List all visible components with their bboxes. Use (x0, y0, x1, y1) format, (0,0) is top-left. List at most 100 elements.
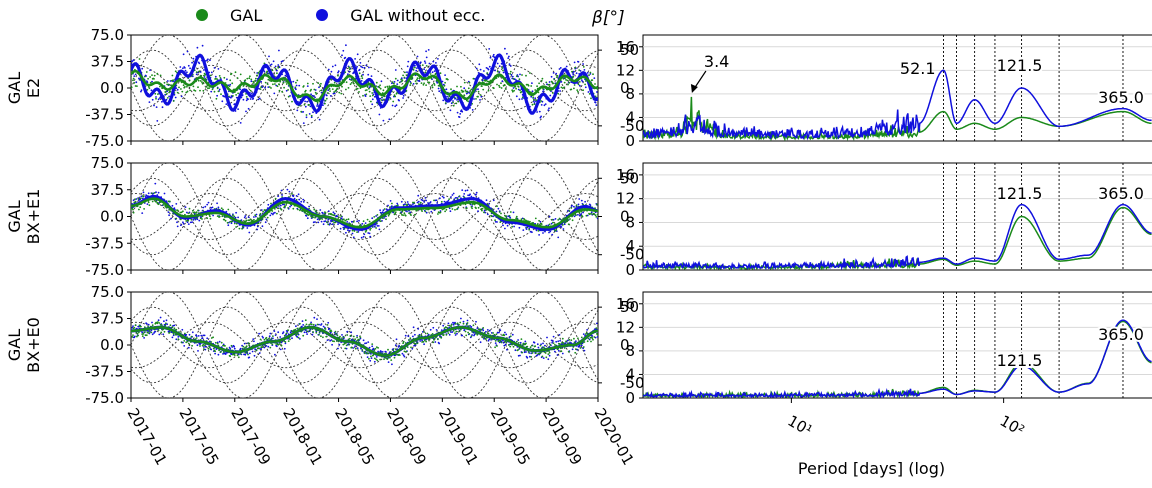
scatter-point-gal (571, 70, 573, 73)
scatter-point-gal-no-ecc (509, 343, 512, 346)
scatter-point-gal-no-ecc (148, 101, 151, 103)
scatter-point-gal-no-ecc (538, 234, 540, 236)
scatter-point-gal-no-ecc (150, 89, 153, 92)
scatter-point-gal (493, 333, 496, 336)
scatter-point-gal (159, 74, 162, 77)
scatter-point-gal (335, 333, 337, 335)
scatter-point-gal (173, 327, 176, 330)
scatter-point-gal (456, 208, 458, 211)
scatter-point-gal-no-ecc (589, 204, 592, 207)
scatter-point-gal (423, 82, 425, 85)
pg-plot-area (643, 292, 1152, 398)
scatter-point-gal (460, 328, 462, 331)
scatter-point-gal-no-ecc (348, 229, 351, 232)
scatter-point-gal (169, 324, 172, 327)
scatter-point-gal-no-ecc (263, 70, 266, 73)
scatter-point-gal (409, 337, 412, 339)
scatter-point-gal (352, 220, 355, 223)
scatter-point-gal (496, 70, 499, 73)
scatter-point-gal (578, 81, 581, 83)
scatter-point-gal-no-ecc (470, 195, 473, 198)
scatter-point-gal-no-ecc (492, 199, 495, 202)
scatter-point-gal (379, 358, 381, 361)
beta-curve (131, 193, 598, 240)
scatter-point-gal (295, 333, 298, 336)
scatter-point-gal-no-ecc (548, 215, 551, 218)
scatter-point-gal (402, 74, 404, 77)
scatter-point-gal (313, 88, 316, 91)
scatter-point-gal-no-ecc (480, 95, 483, 98)
scatter-point-gal-no-ecc (517, 339, 519, 341)
scatter-point-gal-no-ecc (407, 60, 410, 63)
scatter-point-gal-no-ecc (398, 99, 400, 102)
scatter-point-gal (402, 340, 405, 343)
scatter-point-gal (368, 90, 371, 93)
scatter-point-gal (509, 70, 512, 73)
scatter-point-gal-no-ecc (596, 336, 598, 338)
scatter-point-gal-no-ecc (444, 74, 446, 76)
scatter-point-gal-no-ecc (143, 337, 146, 339)
scatter-point-gal (520, 218, 523, 221)
scatter-point-gal-no-ecc (485, 199, 488, 202)
scatter-point-gal (504, 214, 506, 217)
scatter-point-gal-no-ecc (314, 324, 317, 327)
scatter-point-gal-no-ecc (404, 203, 406, 206)
scatter-point-gal (418, 334, 421, 337)
row-label: GALBX+E0 (5, 317, 43, 373)
scatter-point-gal (548, 83, 551, 86)
scatter-point-gal (170, 84, 173, 87)
scatter-point-gal (573, 337, 575, 340)
scatter-point-gal (326, 324, 329, 326)
scatter-point-gal (349, 334, 352, 337)
scatter-point-gal-no-ecc (241, 344, 244, 347)
scatter-point-gal (439, 336, 441, 338)
scatter-point-gal (518, 78, 521, 81)
scatter-point-gal-no-ecc (253, 340, 255, 343)
scatter-point-gal (521, 74, 523, 76)
scatter-point-gal-no-ecc (391, 363, 393, 366)
scatter-point-gal (237, 356, 240, 359)
scatter-point-gal-no-ecc (388, 118, 391, 121)
scatter-point-gal (249, 218, 252, 221)
scatter-point-gal (379, 87, 382, 90)
y-tick-label: 0 (625, 261, 635, 279)
scatter-point-gal-no-ecc (406, 71, 408, 74)
scatter-point-gal-no-ecc (205, 345, 207, 348)
scatter-point-gal-no-ecc (460, 109, 463, 111)
scatter-point-gal (230, 344, 233, 347)
scatter-point-gal (270, 202, 272, 205)
scatter-point-gal (356, 87, 359, 90)
scatter-point-gal (552, 221, 554, 224)
scatter-point-gal (131, 336, 134, 338)
scatter-point-gal (534, 352, 537, 355)
scatter-point-gal-no-ecc (595, 104, 598, 106)
scatter-point-gal (278, 343, 281, 345)
scatter-point-gal-no-ecc (409, 81, 412, 83)
scatter-point-gal-no-ecc (488, 65, 491, 68)
scatter-point-gal-no-ecc (506, 348, 508, 351)
scatter-point-gal-no-ecc (492, 53, 495, 56)
scatter-point-gal (145, 334, 148, 337)
scatter-point-gal-no-ecc (370, 357, 373, 359)
scatter-point-gal-no-ecc (195, 73, 198, 76)
y-tick-label: -75.0 (85, 132, 124, 150)
y-tick-label: 12 (616, 190, 635, 208)
scatter-point-gal (160, 331, 163, 334)
scatter-point-gal (465, 324, 468, 326)
scatter-point-gal-no-ecc (373, 225, 376, 228)
scatter-point-gal (151, 74, 153, 76)
scatter-point-gal (440, 200, 443, 203)
scatter-point-gal (248, 344, 251, 347)
scatter-point-gal (492, 332, 494, 334)
scatter-point-gal-no-ecc (368, 346, 371, 349)
scatter-point-gal-no-ecc (441, 195, 444, 198)
scatter-point-gal-no-ecc (186, 71, 188, 74)
row-label-line1: GAL (5, 329, 24, 361)
scatter-point-gal (203, 348, 205, 350)
scatter-point-gal (294, 328, 297, 331)
scatter-point-gal-no-ecc (134, 335, 136, 338)
scatter-point-gal-no-ecc (482, 329, 485, 332)
scatter-point-gal-no-ecc (248, 356, 251, 359)
scatter-point-gal (339, 335, 341, 338)
